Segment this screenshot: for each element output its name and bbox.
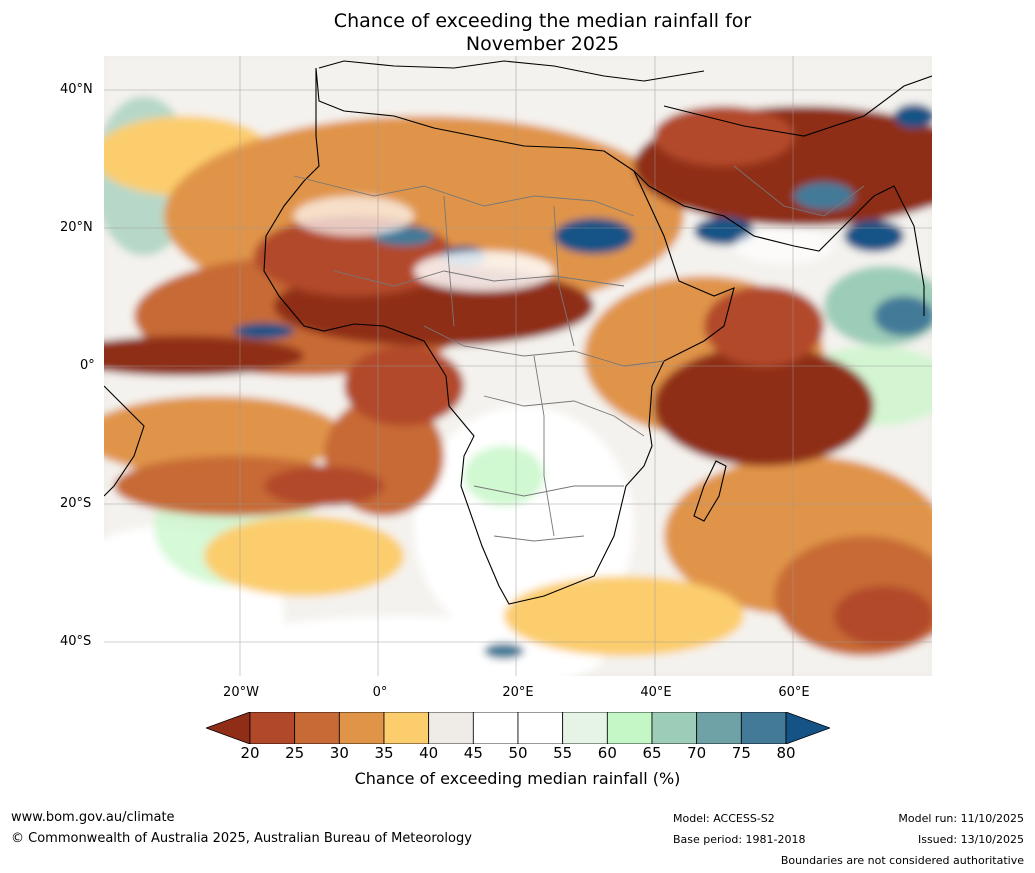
colorbar-segment <box>383 712 430 744</box>
colorbar-segment <box>696 712 742 744</box>
lat-label-0: 0° <box>80 358 95 373</box>
footer-model: Model: ACCESS-S2 <box>673 812 775 825</box>
colorbar-extend-low <box>206 712 251 744</box>
lat-label-40n: 40°N <box>60 82 93 97</box>
colorbar-segment <box>740 712 787 744</box>
map-title-line1: Chance of exceeding the median rainfall … <box>333 10 752 32</box>
footer-base-period: Base period: 1981-2018 <box>673 833 806 846</box>
colorbar-tick-label: 50 <box>508 744 528 762</box>
colorbar-tick-label: 35 <box>374 744 394 762</box>
lon-label-40e: 40°E <box>640 685 672 700</box>
rainfall-map <box>104 56 932 676</box>
graticule <box>104 56 932 676</box>
colorbar-segment <box>294 712 340 744</box>
colorbar <box>206 712 830 744</box>
colorbar-segment <box>249 712 296 744</box>
colorbar-extend-high <box>785 712 830 744</box>
colorbar-segment <box>651 712 698 744</box>
colorbar-segment <box>472 712 519 744</box>
country-borders <box>293 165 865 542</box>
colorbar-tick-label: 30 <box>329 744 349 762</box>
colorbar-tick-label: 20 <box>240 744 260 762</box>
colorbar-tick-label: 25 <box>285 744 305 762</box>
colorbar-tick-label: 60 <box>597 744 617 762</box>
colorbar-tick-label: 55 <box>553 744 573 762</box>
lat-label-20n: 20°N <box>60 220 93 235</box>
colorbar-segment <box>338 712 385 744</box>
rainfall-map-svg <box>104 56 932 676</box>
lon-label-60e: 60°E <box>778 685 810 700</box>
footer-copyright: © Commonwealth of Australia 2025, Austra… <box>11 831 472 846</box>
lat-label-20s: 20°S <box>60 496 92 511</box>
colorbar-tick-label: 80 <box>776 744 796 762</box>
lon-label-20w: 20°W <box>223 685 259 700</box>
colorbar-segment <box>517 712 564 744</box>
lon-label-0: 0° <box>372 685 388 700</box>
coastlines <box>104 60 932 605</box>
map-title: Chance of exceeding the median rainfall … <box>0 10 1035 56</box>
footer-url: www.bom.gov.au/climate <box>11 810 175 825</box>
colorbar-segment <box>428 712 474 744</box>
footer-model-run: Model run: 11/10/2025 <box>898 812 1024 825</box>
colorbar-tick-label: 75 <box>731 744 751 762</box>
lat-label-40s: 40°S <box>60 634 92 649</box>
colorbar-tick-label: 45 <box>463 744 483 762</box>
footer-disclaimer: Boundaries are not considered authoritat… <box>780 854 1024 867</box>
colorbar-tick-label: 65 <box>642 744 662 762</box>
colorbar-segment <box>606 712 653 744</box>
footer-issued: Issued: 13/10/2025 <box>917 833 1024 846</box>
colorbar-label: Chance of exceeding median rainfall (%) <box>354 769 681 788</box>
lon-label-20e: 20°E <box>502 685 534 700</box>
colorbar-tick-label: 40 <box>419 744 439 762</box>
map-title-line2: November 2025 <box>465 33 620 55</box>
colorbar-tick-label: 70 <box>687 744 707 762</box>
colorbar-segment <box>562 712 608 744</box>
